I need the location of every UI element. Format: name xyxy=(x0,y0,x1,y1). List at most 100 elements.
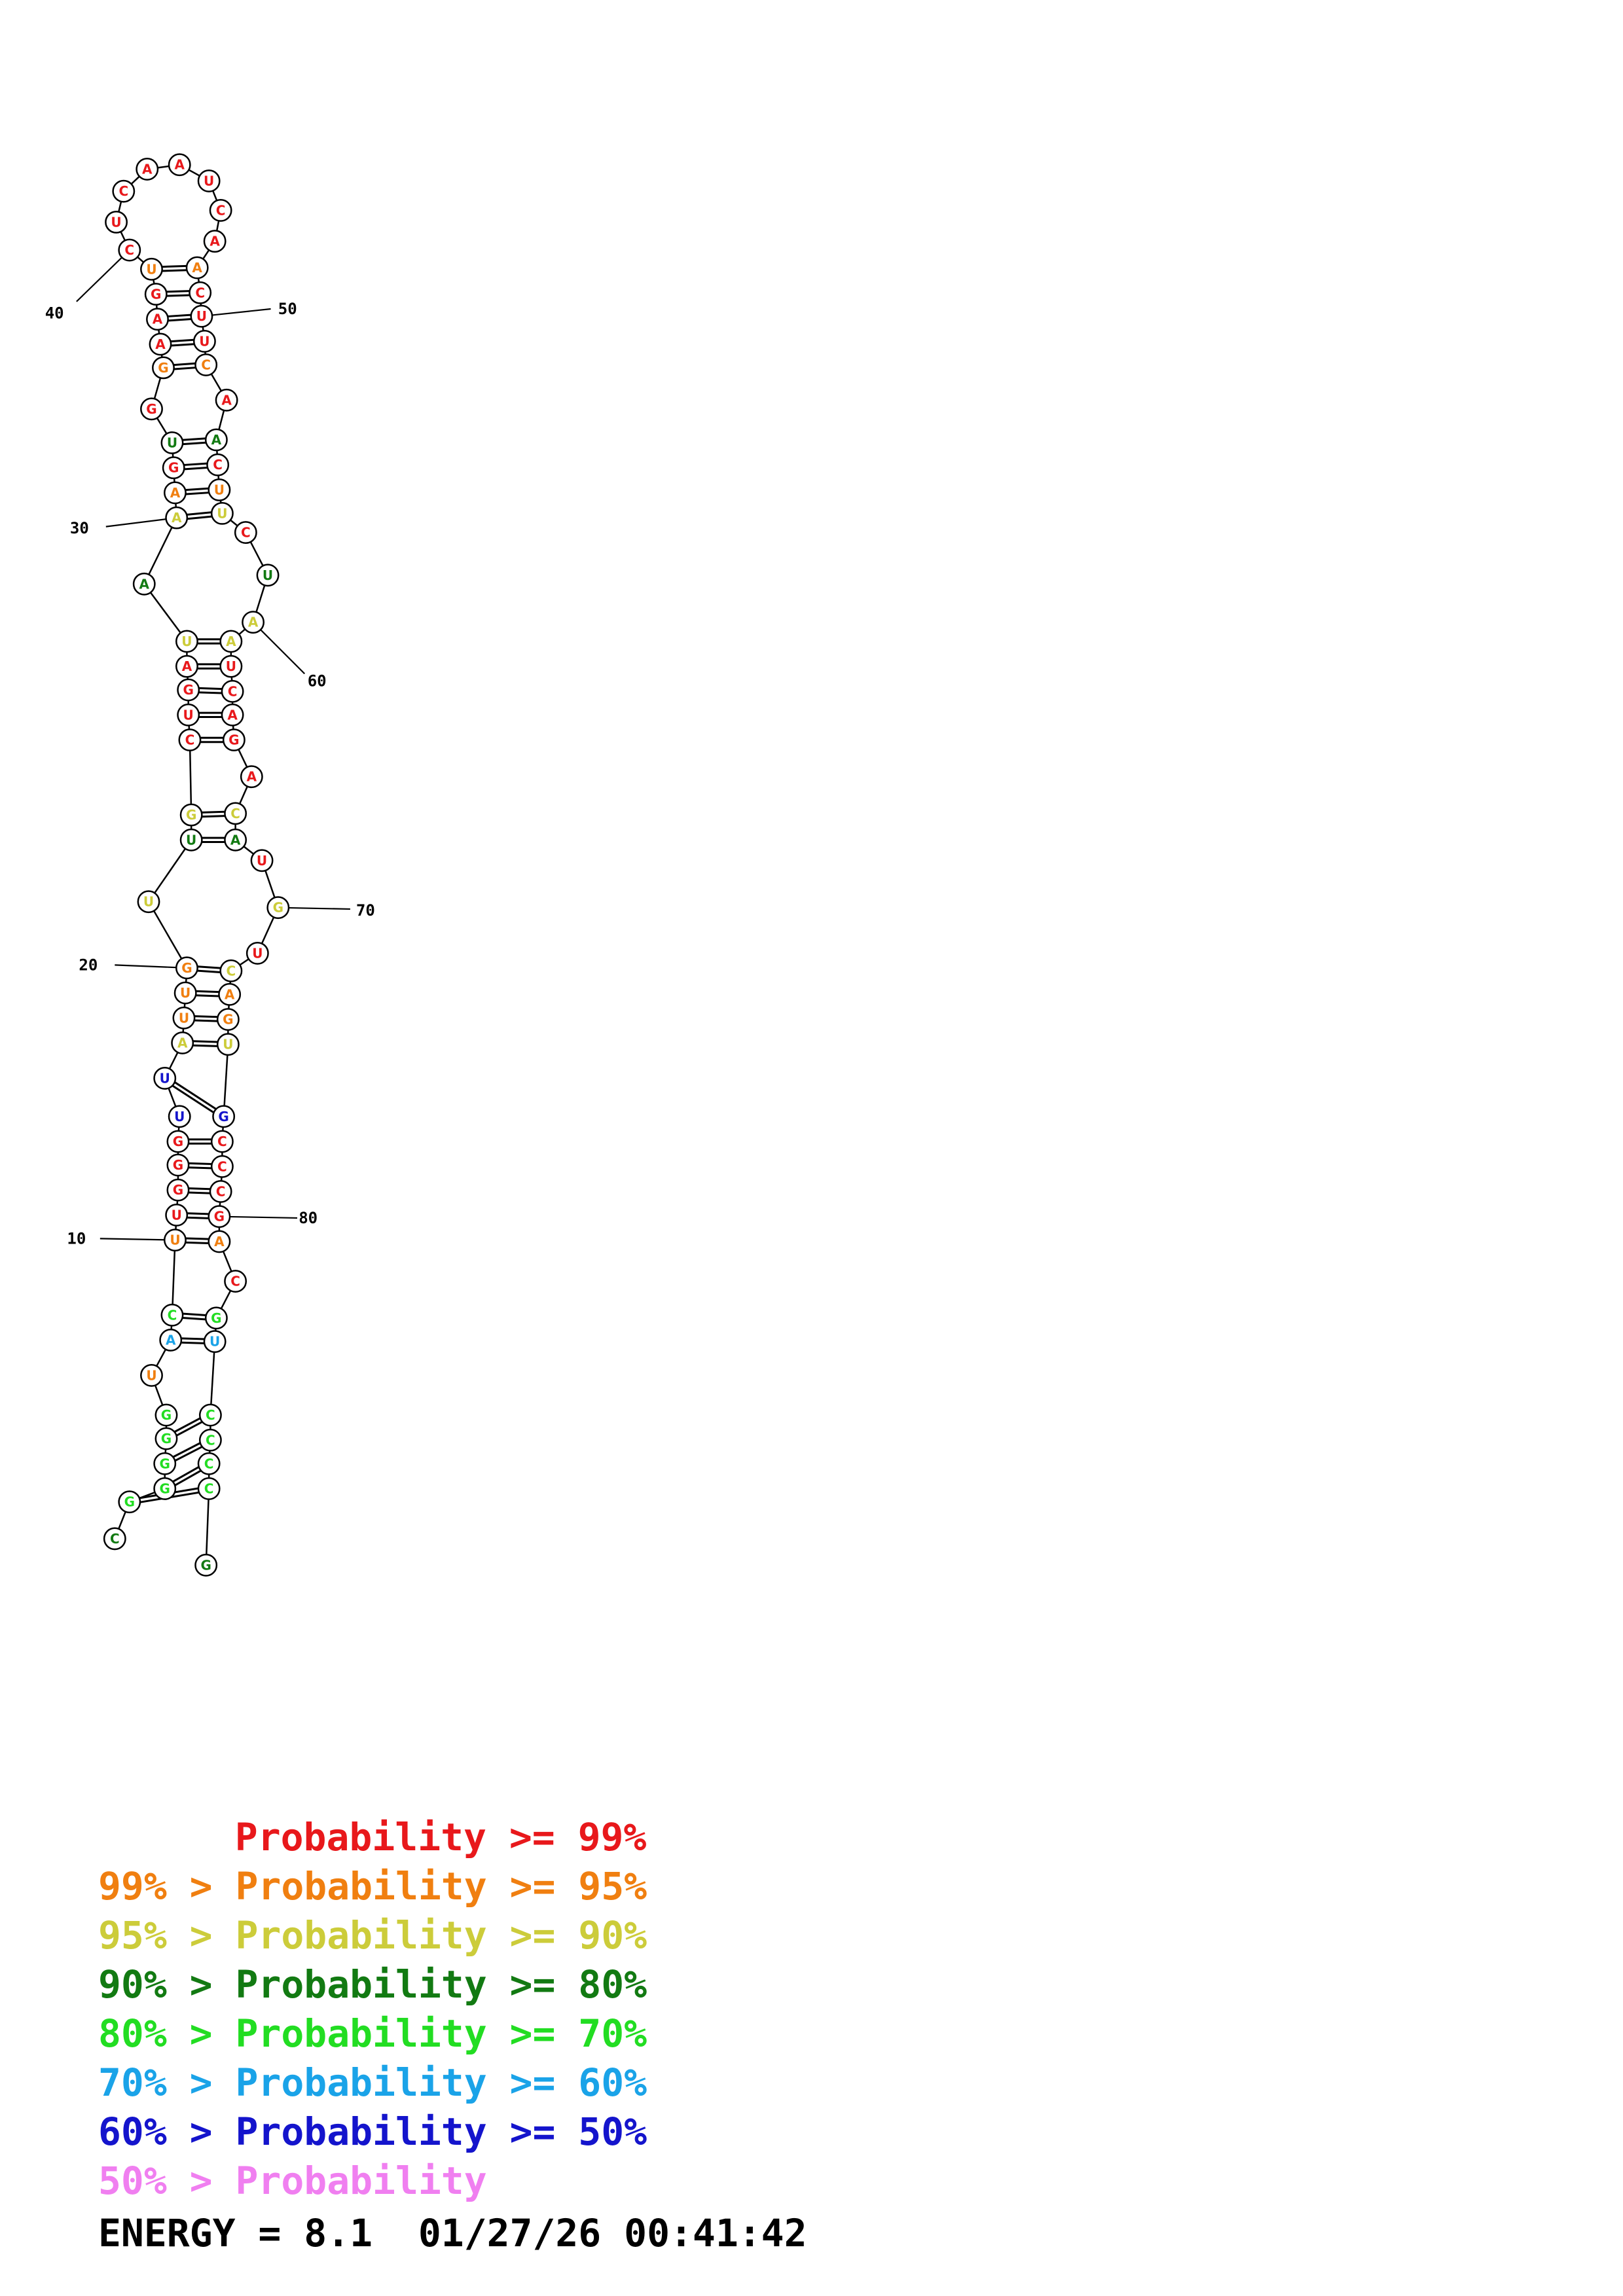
nucleotide-2: G xyxy=(118,1490,141,1514)
nucleotide-circle xyxy=(197,1477,221,1500)
nucleotide-21: U xyxy=(137,890,160,914)
nucleotide-letter: A xyxy=(142,161,153,177)
legend-prefix: 80% > xyxy=(98,2011,236,2056)
nucleotide-circle xyxy=(266,896,290,920)
nucleotide-65: G xyxy=(222,728,246,751)
nucleotide-circle xyxy=(210,501,234,525)
backbone-segment xyxy=(147,839,192,903)
base-pair-bond xyxy=(172,1085,215,1113)
nucleotide-letter: U xyxy=(146,1367,156,1383)
nucleotide-1: C xyxy=(103,1527,126,1551)
nucleotide-47: A xyxy=(203,230,227,253)
nucleotide-19: U xyxy=(173,981,197,1005)
nucleotide-circle xyxy=(209,198,232,222)
nucleotide-letter: U xyxy=(217,505,227,521)
nucleotide-55: C xyxy=(206,453,230,476)
nucleotide-circle xyxy=(164,1229,187,1252)
nucleotide-56: U xyxy=(208,478,231,501)
legend-prefix: 95% > xyxy=(98,1913,236,1958)
base-pair-bond xyxy=(189,1162,212,1166)
nucleotide-circle xyxy=(210,1130,234,1153)
nucleotide-letter: U xyxy=(252,945,263,961)
backbone-segment xyxy=(143,517,177,584)
legend-row: 60% > Probability >= 50% xyxy=(98,2108,1408,2157)
nucleotide-letter: A xyxy=(221,392,232,408)
nucleotide-circle xyxy=(175,956,198,980)
nucleotide-letter: G xyxy=(158,360,168,376)
legend-text: Probability >= 80% xyxy=(235,1962,647,2007)
nucleotide-78: C xyxy=(210,1155,234,1178)
nucleotide-letter: C xyxy=(227,963,236,978)
nucleotide-letter: C xyxy=(206,1432,215,1448)
legend-text: Probability xyxy=(235,2159,487,2203)
backbone-segment xyxy=(171,1240,176,1316)
energy-footer: ENERGY = 8.1 01/27/26 00:41:42 xyxy=(98,2211,807,2255)
nucleotide-circle xyxy=(166,1178,190,1202)
nucleotide-circle xyxy=(185,256,209,279)
nucleotide-63: C xyxy=(221,679,244,703)
nucleotide-17: A xyxy=(171,1031,194,1054)
nucleotide-letter: G xyxy=(273,900,283,916)
base-pair-bond xyxy=(162,269,187,272)
nucleotide-letter: C xyxy=(217,1158,227,1174)
nucleotide-circle xyxy=(168,153,191,177)
nucleotide-52: C xyxy=(194,353,218,376)
nucleotide-letter: U xyxy=(179,1010,189,1026)
nucleotide-letter: G xyxy=(161,1431,172,1446)
nucleotide-12: G xyxy=(166,1178,190,1202)
legend-row: 70% > Probability >= 60% xyxy=(98,2058,1408,2108)
nucleotide-28: U xyxy=(175,630,198,653)
nucleotide-8: A xyxy=(159,1329,183,1352)
nucleotide-89: G xyxy=(194,1553,218,1577)
base-pair-bond xyxy=(174,1446,203,1462)
nucleotide-39: U xyxy=(140,257,163,281)
legend-prefix: 90% > xyxy=(98,1962,236,2007)
base-pair-bond xyxy=(172,1466,200,1483)
nucleotide-54: A xyxy=(204,428,228,452)
nucleotide-letter: C xyxy=(119,183,128,199)
nucleotide-46: C xyxy=(209,198,232,222)
nucleotide-circle xyxy=(212,1105,236,1128)
nucleotide-53: A xyxy=(215,388,238,412)
base-pair-bond xyxy=(170,338,194,343)
nucleotide-87: C xyxy=(197,1452,221,1475)
legend-text: Probability >= 60% xyxy=(235,2060,647,2105)
nucleotide-circle xyxy=(168,1105,191,1128)
base-pair-bond xyxy=(174,1469,202,1486)
nucleotide-49: C xyxy=(189,281,212,304)
nucleotide-circle xyxy=(166,1153,190,1177)
legend-text: Probability >= 99% xyxy=(234,1815,647,1859)
base-pair-bond xyxy=(192,1040,218,1043)
nucleotide-circle xyxy=(206,453,230,476)
nucleotide-31: A xyxy=(164,481,187,505)
nucleotide-circle xyxy=(160,1303,184,1327)
nucleotide-42: C xyxy=(112,179,136,203)
nucleotide-85: C xyxy=(198,1403,222,1427)
base-pair-bond xyxy=(166,290,190,293)
base-pair-bond xyxy=(196,990,219,994)
nucleotide-circle xyxy=(153,1066,177,1090)
nucleotide-67: C xyxy=(224,802,247,825)
nucleotide-81: A xyxy=(208,1230,231,1253)
nucleotide-circle xyxy=(204,428,228,452)
nucleotide-letter: G xyxy=(218,1109,228,1124)
base-pair-bond xyxy=(181,1337,205,1340)
backbone-segment xyxy=(223,1044,229,1117)
nucleotide-68: A xyxy=(224,828,247,852)
nucleotide-letter: U xyxy=(143,894,154,910)
nucleotide-64: A xyxy=(221,703,244,726)
nucleotide-62: U xyxy=(219,655,243,678)
nucleotide-circle xyxy=(222,728,246,751)
position-leader-line xyxy=(201,308,271,317)
backbone-segment xyxy=(210,1341,216,1416)
nucleotide-37: A xyxy=(146,308,169,331)
nucleotide-24: C xyxy=(178,728,202,751)
legend-prefix: 70% > xyxy=(98,2060,236,2105)
nucleotide-circle xyxy=(194,1553,218,1577)
nucleotide-48: A xyxy=(185,256,209,279)
nucleotide-letter: G xyxy=(228,732,239,747)
legend-text: Probability >= 50% xyxy=(235,2109,647,2154)
nucleotide-circle xyxy=(152,356,175,380)
nucleotide-letter: C xyxy=(230,1274,240,1289)
